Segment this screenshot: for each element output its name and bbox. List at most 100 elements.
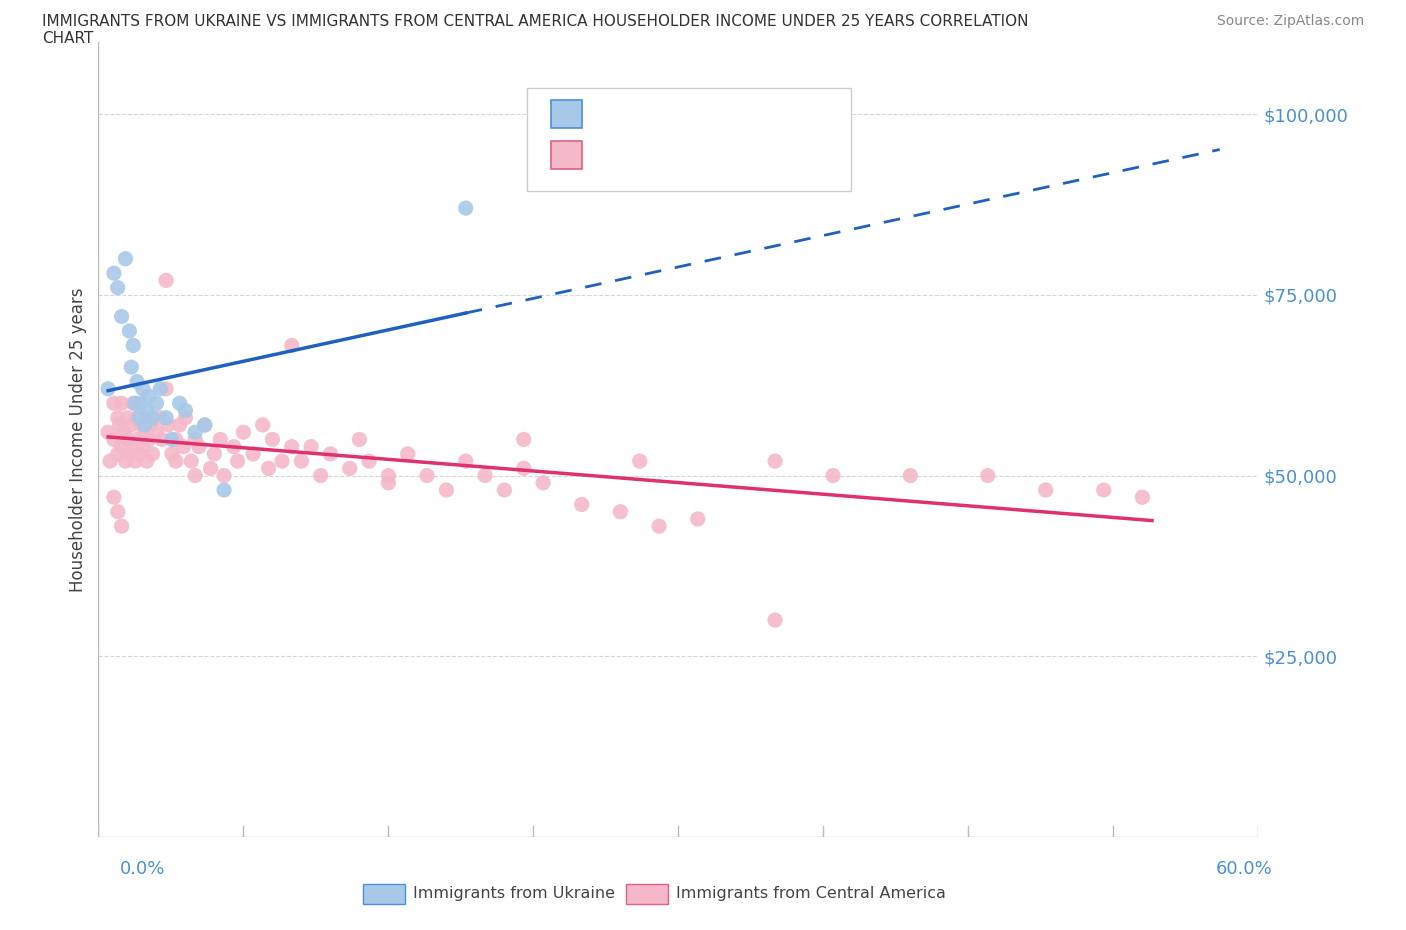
Point <box>112 425 135 440</box>
Point <box>571 497 593 512</box>
Point <box>103 490 125 505</box>
Point <box>169 418 191 432</box>
Point <box>111 519 132 534</box>
Point <box>160 432 183 447</box>
Point <box>107 504 129 519</box>
Point <box>114 251 136 266</box>
Point <box>204 446 226 461</box>
Point <box>194 418 217 432</box>
Point <box>174 403 197 418</box>
Point <box>103 266 125 281</box>
Point <box>124 396 146 411</box>
Point <box>157 418 180 432</box>
Point <box>763 613 786 628</box>
Point <box>127 374 149 389</box>
Point <box>150 432 173 447</box>
Point <box>107 446 129 461</box>
Text: CHART: CHART <box>42 31 94 46</box>
Point <box>194 418 217 432</box>
Point <box>103 432 125 447</box>
Point <box>184 468 207 483</box>
Point <box>127 410 149 425</box>
Point <box>138 432 160 447</box>
Point <box>98 454 121 469</box>
Point <box>513 432 536 447</box>
Point <box>180 454 202 469</box>
Point <box>132 381 155 396</box>
Point <box>118 446 141 461</box>
Text: 0.0%: 0.0% <box>120 860 165 878</box>
Point <box>281 439 304 454</box>
Point <box>114 454 136 469</box>
Text: R =  -0.158   N = 27: R = -0.158 N = 27 <box>591 105 789 124</box>
Point <box>127 432 149 447</box>
Point <box>900 468 922 483</box>
Text: R =  -0.288   N = 94: R = -0.288 N = 94 <box>591 146 789 165</box>
Point <box>120 360 142 375</box>
Point <box>111 396 132 411</box>
Point <box>309 468 332 483</box>
Point <box>290 454 312 469</box>
Point <box>107 410 129 425</box>
Point <box>209 432 232 447</box>
Point <box>122 338 145 352</box>
Point <box>1132 490 1154 505</box>
Point <box>281 338 304 352</box>
Point <box>97 425 120 440</box>
Point <box>226 454 249 469</box>
Point <box>139 418 162 432</box>
Point <box>141 446 165 461</box>
Text: Source: ZipAtlas.com: Source: ZipAtlas.com <box>1216 14 1364 28</box>
Point <box>122 439 145 454</box>
Point <box>686 512 709 526</box>
Point <box>145 396 167 411</box>
Point <box>135 454 157 469</box>
Point <box>200 461 222 476</box>
Text: 60.0%: 60.0% <box>1216 860 1272 878</box>
Y-axis label: Householder Income Under 25 years: Householder Income Under 25 years <box>69 287 87 591</box>
Point <box>821 468 844 483</box>
Point <box>122 396 145 411</box>
Point <box>377 468 399 483</box>
Point <box>319 446 342 461</box>
Point <box>222 439 245 454</box>
Point <box>494 483 516 498</box>
Point <box>396 446 419 461</box>
Point <box>349 432 371 447</box>
Point <box>212 468 235 483</box>
Point <box>436 483 458 498</box>
Point <box>212 483 235 498</box>
Point <box>107 280 129 295</box>
Point <box>377 475 399 490</box>
Point <box>149 410 172 425</box>
Text: IMMIGRANTS FROM UKRAINE VS IMMIGRANTS FROM CENTRAL AMERICA HOUSEHOLDER INCOME UN: IMMIGRANTS FROM UKRAINE VS IMMIGRANTS FR… <box>42 14 1029 29</box>
Point <box>145 425 167 440</box>
Point <box>513 461 536 476</box>
Point <box>172 439 194 454</box>
Point <box>97 381 120 396</box>
Point <box>252 418 274 432</box>
Point <box>128 446 150 461</box>
Point <box>454 201 477 216</box>
Point <box>134 418 156 432</box>
Point <box>155 410 177 425</box>
Point <box>155 273 177 288</box>
Point <box>531 475 554 490</box>
Point <box>117 432 139 447</box>
Point <box>135 403 157 418</box>
Point <box>129 418 152 432</box>
Point <box>169 396 191 411</box>
Point <box>117 410 139 425</box>
Point <box>108 418 131 432</box>
Point <box>138 389 160 404</box>
Point <box>271 454 294 469</box>
Point <box>165 432 187 447</box>
Point <box>1035 483 1057 498</box>
Point <box>339 461 361 476</box>
Point <box>474 468 496 483</box>
Point <box>149 381 172 396</box>
Text: Immigrants from Ukraine: Immigrants from Ukraine <box>413 886 616 901</box>
Point <box>111 439 132 454</box>
Point <box>628 454 651 469</box>
Point <box>141 410 165 425</box>
